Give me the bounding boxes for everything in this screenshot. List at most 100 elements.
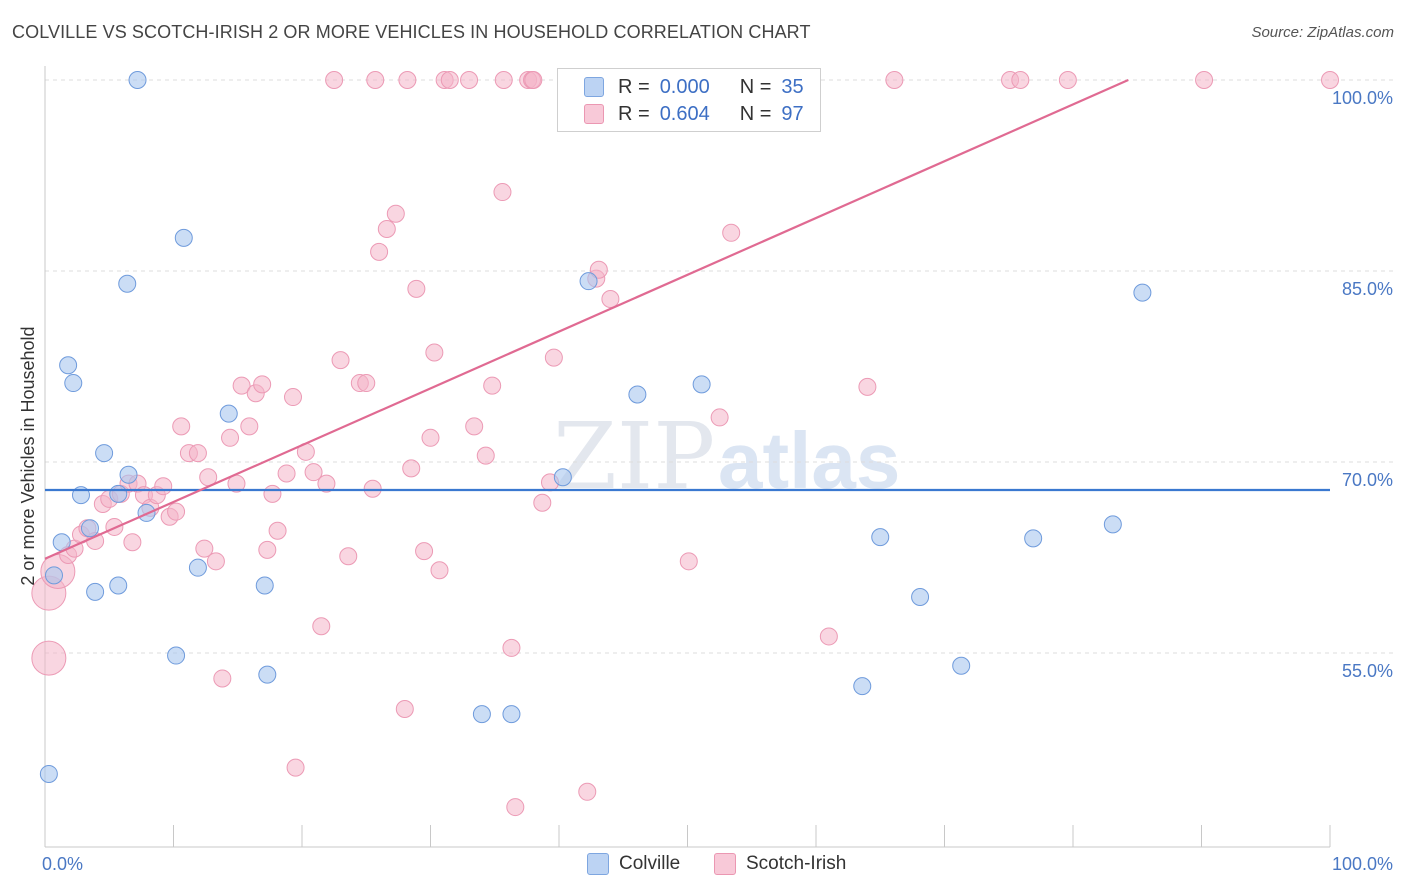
watermark: ZIP atlas	[553, 403, 900, 510]
scotch-irish-trend-line	[44, 78, 1129, 560]
scotch-irish-point	[263, 484, 282, 503]
scotch-irish-point	[1195, 71, 1214, 89]
colville-point	[167, 646, 186, 665]
scotch-irish-point	[317, 474, 336, 493]
scotch-irish-point	[858, 377, 877, 396]
scotch-irish-point	[268, 521, 287, 540]
colville-point	[258, 665, 277, 684]
bottom-legend-scotch-irish: Scotch-Irish	[714, 851, 846, 877]
scotch-irish-point	[172, 417, 191, 436]
scotch-irish-point	[398, 71, 417, 89]
colville-point	[502, 705, 521, 724]
colville-n-value: 35	[781, 75, 804, 98]
colville-point	[128, 71, 147, 89]
legend-n-label: N =	[739, 75, 772, 98]
watermark-zip: ZIP	[553, 403, 715, 510]
stats-legend: R = 0.000 N = 35 R = 0.604 N = 97	[557, 68, 821, 132]
colville-point	[44, 566, 63, 585]
scotch-irish-point	[366, 71, 385, 89]
colville-swatch	[584, 77, 604, 97]
scotch-irish-point	[331, 351, 350, 370]
colville-point	[692, 375, 711, 394]
scotch-irish-point	[533, 493, 552, 512]
scotch-irish-point	[1321, 71, 1339, 89]
colville-point	[80, 519, 99, 538]
scotch-irish-point	[722, 223, 741, 242]
x-tick-label: 100.0%	[1332, 854, 1393, 874]
bottom-legend-colville: Colville	[587, 851, 680, 877]
colville-point	[219, 404, 238, 423]
scotch-irish-point	[167, 502, 186, 521]
source-label: Source: ZipAtlas.com	[1251, 24, 1394, 41]
scotch-irish-point	[885, 71, 904, 89]
scotch-irish-point	[476, 446, 495, 465]
y-axis-label: 2 or more Vehicles in Household	[18, 326, 38, 585]
colville-point	[871, 528, 890, 547]
colville-point	[109, 484, 128, 503]
scotch-irish-point	[421, 428, 440, 447]
colville-point	[118, 274, 137, 293]
scotch-irish-r-value: 0.604	[659, 102, 710, 125]
scotch-irish-point	[578, 782, 597, 801]
scotch-irish-swatch	[584, 104, 604, 124]
scotch-irish-point	[363, 479, 382, 498]
scotch-irish-point	[506, 798, 525, 817]
scotch-irish-point	[370, 242, 389, 261]
scotch-irish-point	[154, 477, 173, 496]
colville-point	[911, 587, 930, 606]
scotch-irish-point	[195, 539, 214, 558]
scotch-irish-point	[188, 444, 207, 463]
colville-point	[579, 272, 598, 291]
scotch-irish-point	[240, 417, 259, 436]
scotch-irish-point	[312, 617, 331, 636]
colville-point	[119, 465, 138, 484]
scotch-irish-swatch	[714, 853, 736, 875]
scotch-irish-point	[123, 533, 142, 552]
scotch-irish-point	[253, 375, 272, 394]
scotch-irish-point	[524, 71, 543, 89]
colville-point	[64, 374, 83, 393]
chart-title: COLVILLE VS SCOTCH-IRISH 2 OR MORE VEHIC…	[12, 22, 811, 42]
colville-r-value: 0.000	[659, 75, 710, 98]
scotch-irish-point	[357, 374, 376, 393]
colville-point	[95, 444, 114, 463]
scotch-irish-point	[284, 388, 303, 407]
colville-point	[628, 385, 647, 404]
trend-lines	[44, 78, 1330, 560]
scotch-irish-point	[710, 408, 729, 427]
scotch-irish-point	[494, 71, 513, 89]
scotch-irish-point	[819, 627, 838, 646]
scotch-irish-point	[465, 417, 484, 436]
scotch-irish-point	[601, 290, 620, 309]
scotch-irish-point	[502, 638, 521, 657]
legend-n-label: N =	[739, 102, 772, 125]
colville-points	[39, 71, 1152, 783]
colville-point	[1133, 283, 1152, 302]
scotch-irish-point	[589, 260, 608, 279]
scotch-irish-point	[258, 540, 277, 559]
colville-point	[109, 576, 128, 595]
legend-row-scotch-irish: R = 0.604 N = 97	[558, 100, 804, 128]
colville-point	[86, 582, 105, 601]
scotch-irish-point	[232, 376, 251, 395]
scotch-irish-point	[415, 542, 434, 561]
colville-point	[1024, 529, 1043, 548]
colville-point	[952, 656, 971, 675]
scotch-irish-point	[277, 464, 296, 483]
colville-point	[853, 677, 872, 696]
scotch-irish-point	[544, 348, 563, 367]
scotch-irish-point	[395, 700, 414, 719]
legend-r-label: R =	[618, 75, 650, 98]
scotch-irish-point	[679, 552, 698, 571]
watermark-atlas: atlas	[718, 416, 900, 505]
tick-labels: 55.0% 70.0% 85.0% 100.0% 0.0% 100.0%	[42, 88, 1393, 874]
y-tick-label: 55.0%	[1342, 661, 1393, 681]
scotch-irish-point	[325, 71, 344, 89]
scotch-irish-point	[402, 459, 421, 478]
scotch-irish-point	[304, 463, 323, 482]
colville-point	[255, 576, 274, 595]
scotch-irish-point	[339, 547, 358, 566]
scotch-irish-point	[206, 552, 225, 571]
scotch-irish-point	[1058, 71, 1077, 89]
